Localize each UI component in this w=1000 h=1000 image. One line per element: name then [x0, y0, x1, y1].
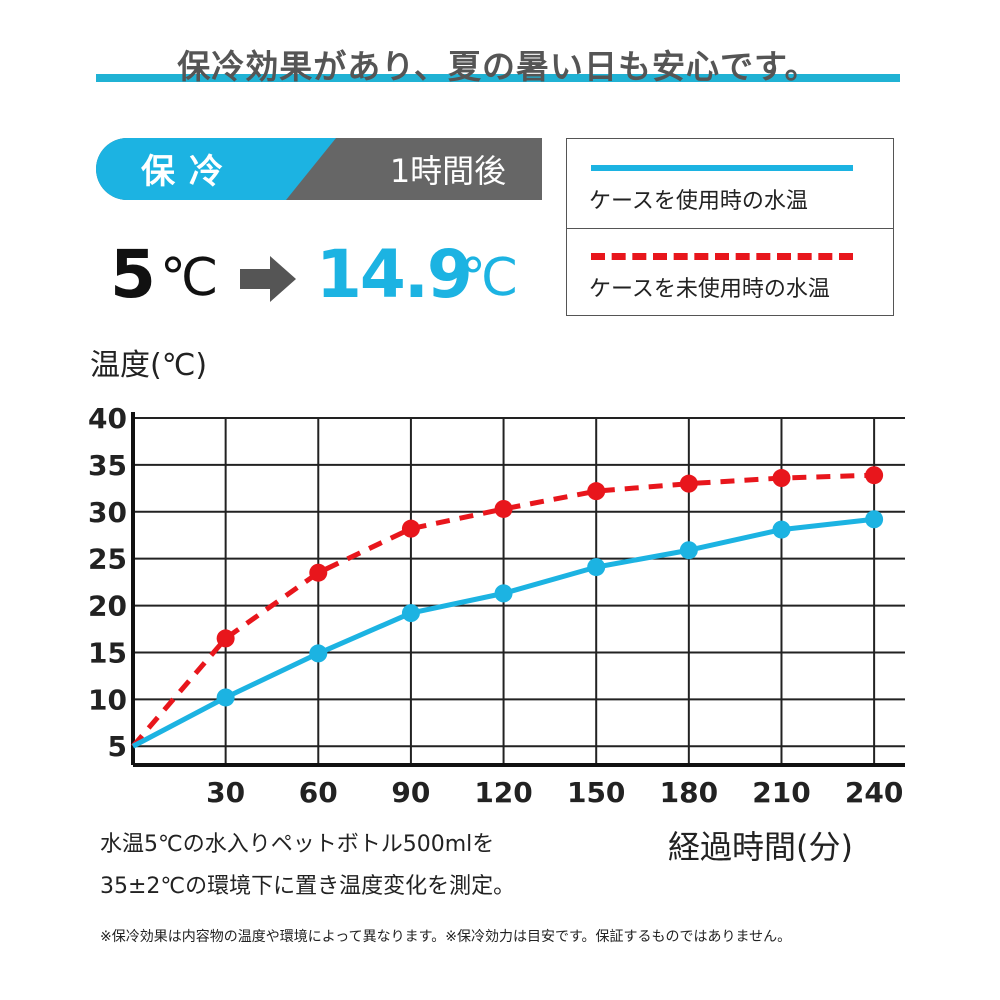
series-line-without-case [131, 472, 875, 748]
disclaimer-footnote: ※保冷効果は内容物の温度や環境によって異なります。※保冷効力は目安です。保証する… [100, 929, 792, 945]
x-tick-label: 30 [206, 776, 245, 809]
y-axis-label: 温度(℃) [90, 348, 208, 383]
data-point-without-case [865, 466, 884, 485]
badge-label-cooling: 保冷 [141, 152, 237, 192]
temp-to-unit: ℃ [460, 248, 519, 308]
data-point-without-case [494, 499, 513, 518]
y-tick-label: 30 [88, 496, 127, 529]
y-tick-label: 10 [88, 683, 127, 716]
data-point-without-case [772, 469, 791, 488]
data-point-without-case [216, 629, 235, 648]
legend-divider [567, 228, 893, 229]
headline-area: 保冷効果があり、夏の暑い日も安心です。 [96, 38, 900, 88]
x-tick-label: 150 [567, 776, 625, 809]
x-tick-label: 240 [845, 776, 903, 809]
y-tick-label: 15 [88, 636, 127, 669]
x-tick-label: 60 [299, 776, 338, 809]
legend-swatch-without-case [591, 253, 853, 260]
data-point-with-case [216, 688, 235, 707]
y-tick-label: 25 [88, 543, 127, 576]
data-point-without-case [309, 563, 328, 582]
legend-swatch-with-case [591, 165, 853, 171]
headline: 保冷効果があり、夏の暑い日も安心です。 [177, 47, 819, 86]
y-tick-label: 40 [88, 402, 127, 435]
measurement-note-line1: 水温5℃の水入りペットボトル500mlを [100, 832, 495, 857]
temp-from-unit: ℃ [160, 248, 219, 308]
x-tick-label: 120 [474, 776, 532, 809]
right-arrow-icon [240, 256, 296, 302]
x-tick-label: 180 [660, 776, 718, 809]
x-axis-label: 経過時間(分) [668, 828, 853, 866]
data-point-with-case [772, 520, 791, 539]
legend-label-with-case: ケースを使用時の水温 [589, 189, 808, 214]
y-tick-label: 20 [88, 590, 127, 623]
badge-label-after-1h: 1時間後 [389, 152, 507, 190]
temp-to-value: 14.9 [316, 236, 473, 313]
headline-underline [96, 74, 900, 82]
data-point-with-case [679, 541, 698, 560]
badge-shape [96, 138, 573, 200]
x-tick-label: 210 [752, 776, 810, 809]
x-tick-label: 90 [391, 776, 430, 809]
data-point-with-case [865, 510, 884, 529]
temp-from-value: 5 [110, 236, 156, 313]
data-point-with-case [401, 604, 420, 623]
temperature-chart: 5 10 15 20 25 30 35 40 30 60 90 120 150 180 210 240 [88, 402, 905, 809]
measurement-note-line2: 35±2℃の環境下に置き温度変化を測定。 [100, 874, 516, 899]
chart-legend: ケースを使用時の水温 ケースを未使用時の水温 [566, 138, 894, 316]
data-point-with-case [494, 584, 513, 603]
data-point-without-case [679, 474, 698, 493]
y-tick-label: 35 [88, 449, 127, 482]
data-point-without-case [401, 519, 420, 538]
data-point-with-case [309, 644, 328, 663]
legend-label-without-case: ケースを未使用時の水温 [589, 277, 830, 302]
cooling-badge: 保冷 1時間後 [96, 138, 573, 200]
y-tick-label: 5 [108, 730, 127, 763]
data-point-with-case [587, 558, 606, 577]
data-point-without-case [587, 482, 606, 501]
